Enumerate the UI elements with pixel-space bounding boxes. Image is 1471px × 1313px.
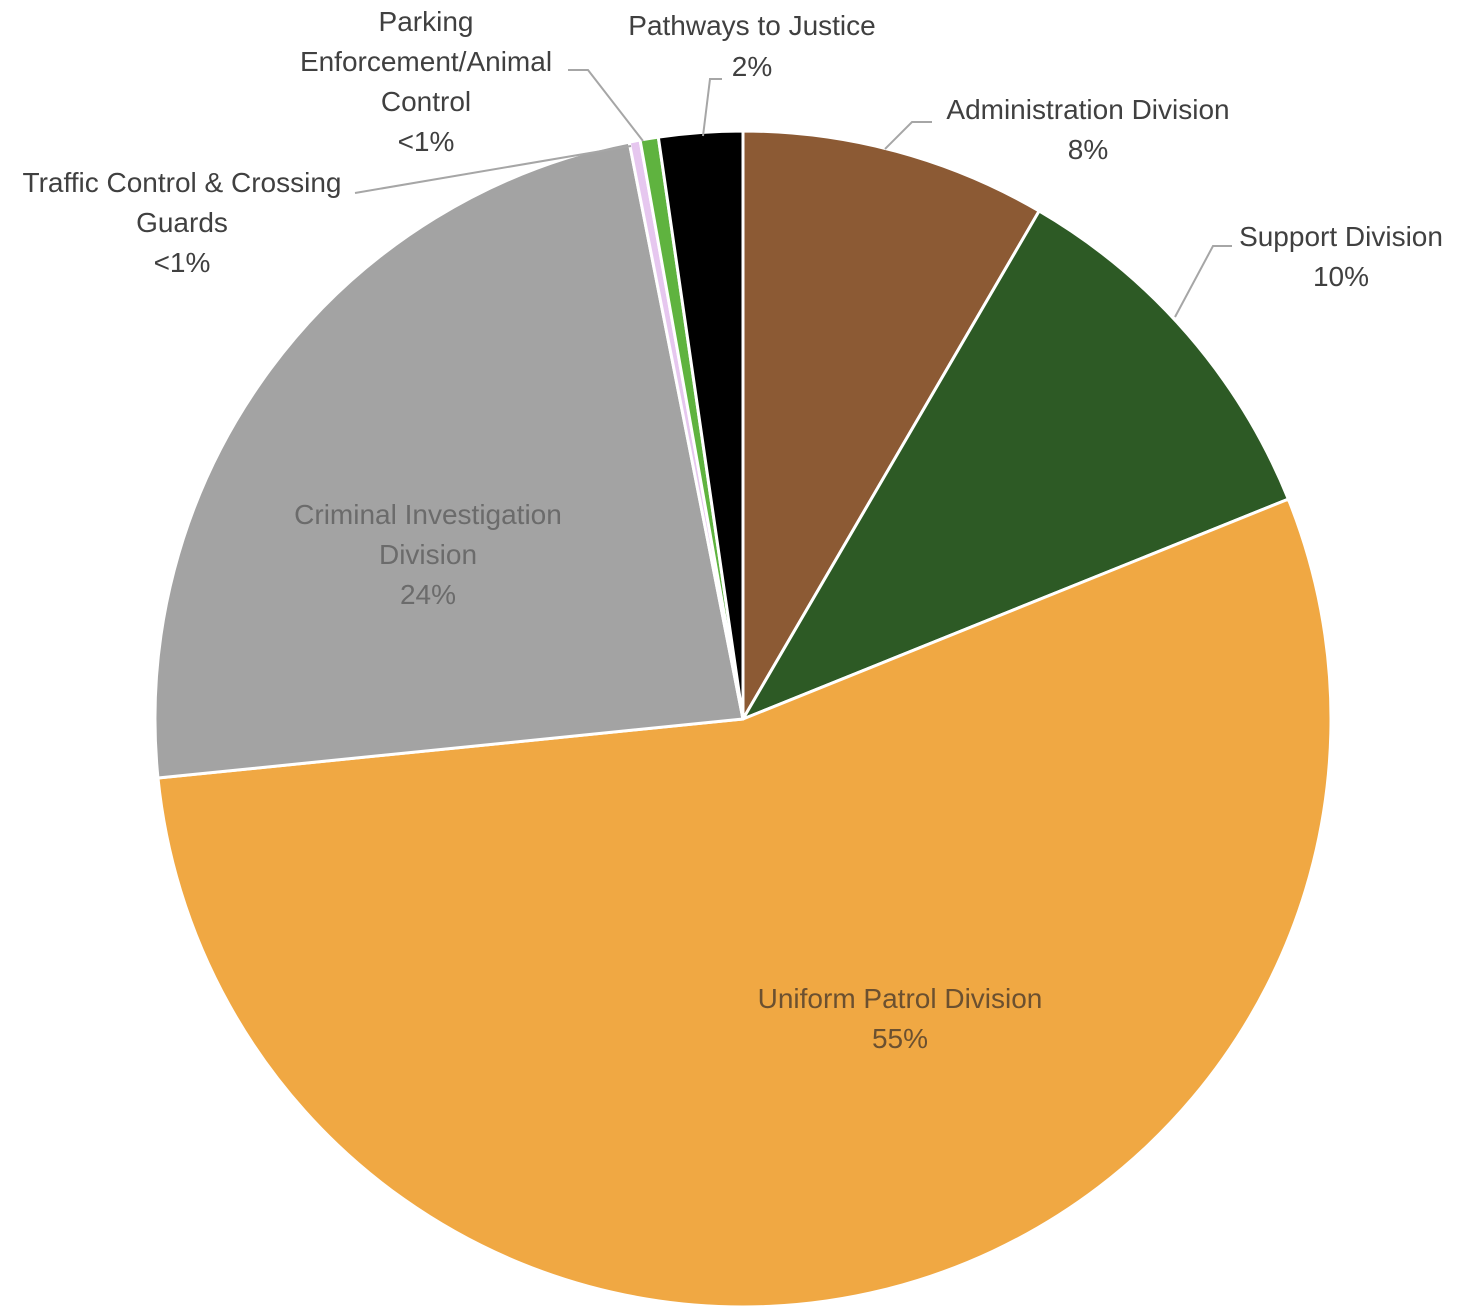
slice-label-parking-line-3: Control bbox=[381, 86, 471, 117]
slice-label-support: Support Division bbox=[1239, 221, 1443, 252]
slice-percent-uniform-patrol: 55% bbox=[872, 1023, 928, 1054]
pie-slice-administration-division bbox=[741, 129, 1041, 721]
leader-line-pathways bbox=[702, 78, 722, 137]
slice-percent-pathways: 2% bbox=[732, 51, 772, 82]
slice-label-traffic-2: Guards bbox=[136, 207, 228, 238]
slice-percent-traffic: <1% bbox=[154, 247, 211, 278]
slice-name-administration: Administration Division bbox=[946, 94, 1229, 125]
slice-label-traffic: Traffic Control & Crossing bbox=[23, 167, 342, 198]
slice-label-parking-3: Control bbox=[381, 86, 471, 117]
slice-label-pathways: Pathways to Justice bbox=[628, 10, 875, 41]
leader-line-traffic bbox=[354, 145, 632, 194]
pie-slice-uniform-patrol-division bbox=[156, 497, 1333, 1309]
slice-label-parking-2: Enforcement/Animal bbox=[300, 46, 552, 77]
leader-line-support bbox=[1174, 245, 1232, 318]
slice-label-parking-line-2: Enforcement/Animal bbox=[300, 46, 552, 77]
pie-slices bbox=[153, 129, 1333, 1309]
slice-percent-parking: <1% bbox=[398, 126, 455, 157]
pie-slice-support-division bbox=[741, 209, 1290, 721]
slice-percent-administration: 8% bbox=[1068, 134, 1108, 165]
pie-slice-pathways-to-justice bbox=[656, 129, 745, 721]
slice-label-line-2: Division bbox=[379, 539, 477, 570]
slice-label-traffic-line-1: Traffic Control & Crossing bbox=[23, 167, 342, 198]
slice-label-parking-line-1: Parking bbox=[379, 6, 474, 37]
pie-slice-criminal-investigation-division bbox=[153, 140, 745, 780]
slice-label-uniform-patrol: Uniform Patrol Division bbox=[758, 983, 1043, 1014]
slice-label-parking: Parking bbox=[379, 6, 474, 37]
slice-label-criminal-investigation-2: Division bbox=[379, 539, 477, 570]
slice-percent-support: 10% bbox=[1313, 261, 1369, 292]
slice-label-administration: Administration Division bbox=[946, 94, 1229, 125]
slice-label-line-1: Criminal Investigation bbox=[294, 499, 562, 530]
slice-percent-criminal-investigation: 24% bbox=[400, 579, 456, 610]
slice-label-traffic-line-2: Guards bbox=[136, 207, 228, 238]
slice-label-criminal-investigation: Criminal Investigation bbox=[294, 499, 562, 530]
leader-line-administration bbox=[884, 121, 932, 150]
leader-lines bbox=[354, 69, 1232, 318]
leader-line-parking bbox=[568, 69, 644, 142]
